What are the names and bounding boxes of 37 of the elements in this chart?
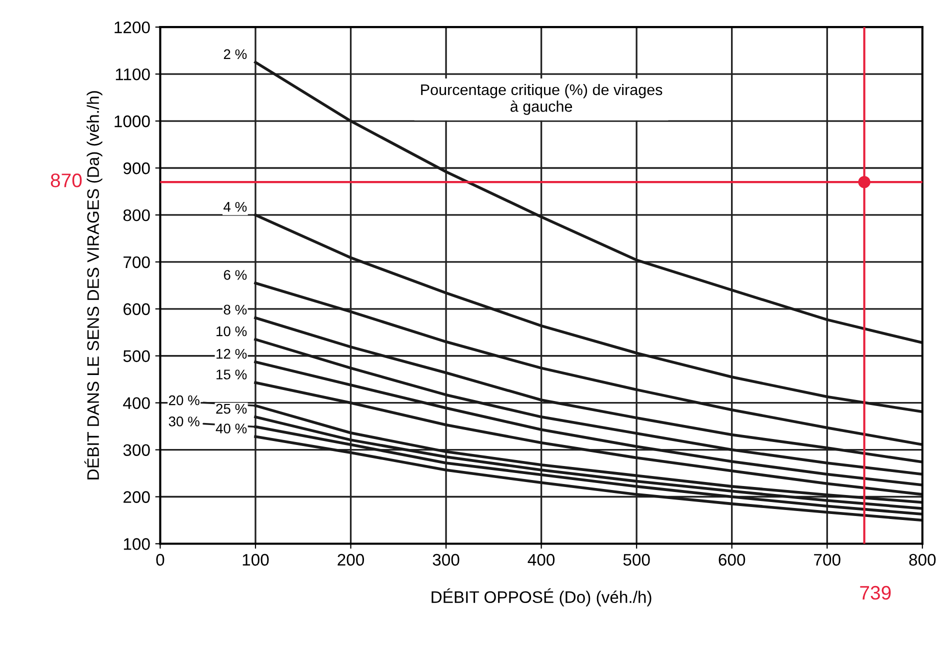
y-axis-title: DÉBIT DANS LE SENS DES VIRAGES (Da) (véh./h) (84, 91, 102, 480)
series-label: 6 % (224, 270, 247, 280)
y-tick-label: 1000 (114, 115, 150, 128)
ref-line-label: 870 (50, 174, 82, 188)
y-tick-label: 500 (123, 350, 150, 362)
x-tick-label: 200 (338, 554, 364, 566)
x-tick-label: 400 (528, 554, 555, 566)
y-tick-label: 700 (124, 256, 150, 268)
series-label: 15 % (216, 370, 247, 380)
x-tick-label: 500 (623, 554, 650, 566)
x-tick-label: 100 (242, 554, 269, 566)
annotation: Pourcentage critique (%) de virages à gauche (421, 84, 662, 115)
series-label: 10 % (216, 326, 247, 336)
text: 30 % (168, 416, 200, 426)
x-tick-label: 600 (718, 554, 746, 566)
series-label: 40 % (216, 424, 247, 434)
y-tick-label: 800 (123, 209, 150, 222)
text: 20 % (168, 395, 200, 406)
series-label: 2 % (224, 49, 247, 60)
y-tick-label: 900 (123, 162, 150, 174)
y-tick-label: 400 (123, 397, 150, 410)
x-tick-label: 300 (432, 554, 460, 566)
x-tick-label: 0 (156, 554, 164, 566)
y-tick-label: 200 (124, 491, 150, 503)
ref-line-label: 739 (860, 586, 891, 600)
y-tick-label: 600 (124, 303, 150, 316)
series-label: 12 % (216, 348, 247, 359)
x-axis-title: DÉBIT OPPOSÉ (Do) (véh./h) (432, 588, 652, 606)
y-tick-label: 1200 (114, 21, 150, 34)
y-tick-label: 300 (123, 444, 150, 456)
y-tick-label: 100 (124, 538, 150, 550)
x-tick-label: 800 (909, 554, 936, 566)
series-label: 4 % (224, 202, 247, 212)
series-label: 8 % (224, 304, 247, 315)
series-label: 25 % (216, 404, 247, 414)
x-tick-label: 700 (814, 554, 840, 566)
y-tick-label: 1100 (116, 68, 150, 80)
